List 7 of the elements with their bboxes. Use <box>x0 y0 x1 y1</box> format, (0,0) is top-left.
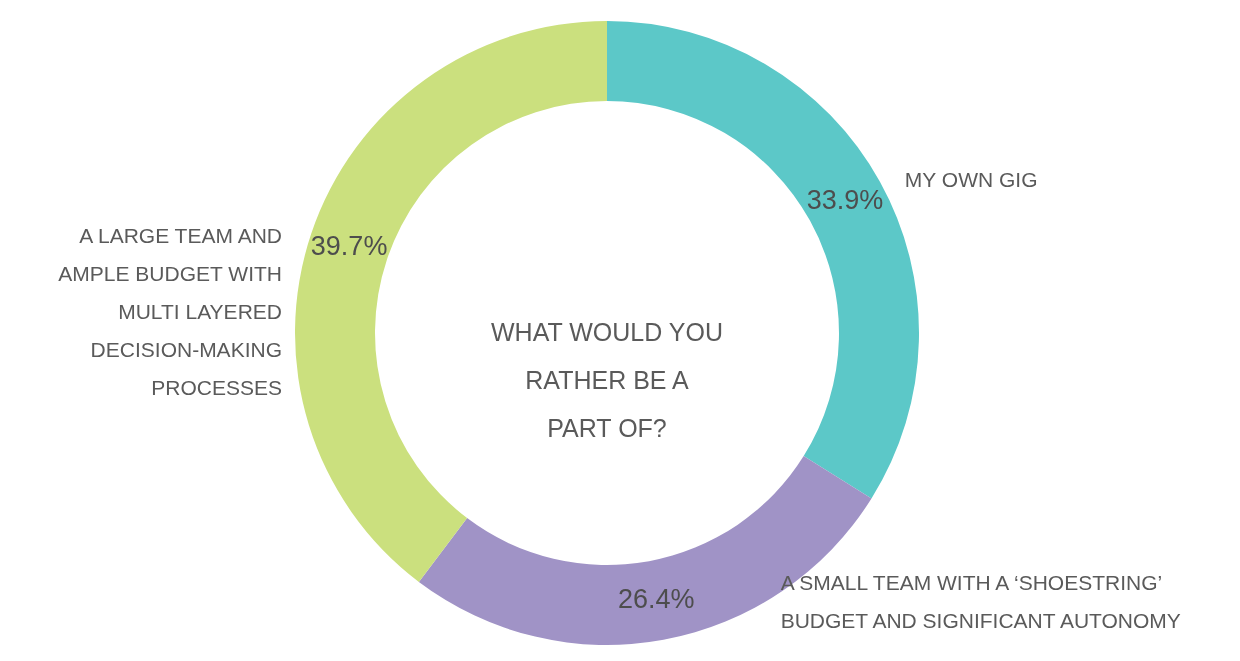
text: WHAT WOULD YOU RATHER BE A PART OF? <box>491 318 723 442</box>
data-label: 26.4% <box>618 584 695 615</box>
donut-slice <box>418 456 872 645</box>
data-label: 33.9% <box>806 185 884 216</box>
slice-label: MY OWN GIG <box>904 167 1038 191</box>
slice-label: A LARGE TEAM AND AMPLE BUDGET WITH MULTI LAYERED DECISION-MAKING PROCESSES <box>58 223 282 399</box>
data-label: 39.7% <box>310 230 388 261</box>
